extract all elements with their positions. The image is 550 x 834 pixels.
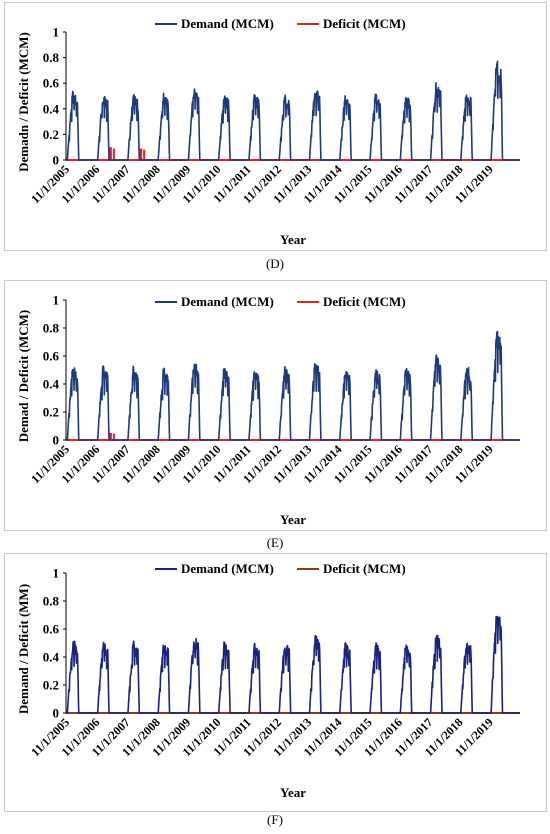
panel-frame xyxy=(4,2,547,251)
demand-line xyxy=(65,330,521,441)
y-tick-label: 0 xyxy=(53,706,60,721)
legend-entry: Demand (MCM) xyxy=(181,561,274,576)
y-tick-label: 0 xyxy=(53,433,60,448)
demand-line xyxy=(65,60,521,161)
series-demand xyxy=(65,57,521,161)
y-tick-label: 1 xyxy=(53,293,60,308)
chart-panel-f: 0 0.2 0.4 0.6 0.8 1 Demand / Deficit (MM) Deman… xyxy=(4,553,547,827)
x-axis-label: Year xyxy=(280,232,306,247)
legend-entry: Demand (MCM) xyxy=(181,294,274,309)
y-tick-label: 1 xyxy=(53,25,60,40)
y-tick-label: 0.8 xyxy=(43,321,60,336)
y-tick-label: 0 xyxy=(53,153,60,168)
legend-entry: Demand (MCM) xyxy=(181,16,274,31)
panel-frame xyxy=(4,553,547,812)
y-tick-label: 0.6 xyxy=(43,76,60,91)
chart-panel-d: 0 0.2 0.4 0.6 0.8 1 Demadn / Deficit (MCM) Dema… xyxy=(4,2,547,271)
y-tick-label: 0.4 xyxy=(43,377,60,392)
series-demand xyxy=(65,327,521,441)
deficit-point xyxy=(112,433,115,440)
y-tick-label: 0.4 xyxy=(43,101,60,116)
y-axis-label: Demad / Deficit (MCM) xyxy=(16,310,31,442)
panel-label: (E) xyxy=(267,535,284,550)
y-tick-label: 0.4 xyxy=(43,650,60,665)
legend-entry: Deficit (MCM) xyxy=(323,16,406,31)
panel-label: (F) xyxy=(267,812,283,827)
panel-frame xyxy=(4,280,547,531)
y-axis-label: Demand / Deficit (MM) xyxy=(16,584,31,714)
demand-line xyxy=(65,615,521,714)
deficit-point xyxy=(108,147,112,160)
x-axis-label: Year xyxy=(280,512,306,527)
y-axis-label: Demadn / Deficit (MCM) xyxy=(16,32,31,172)
deficit-point xyxy=(112,148,115,160)
legend-entry: Deficit (MCM) xyxy=(323,294,406,309)
deficit-point xyxy=(138,148,143,160)
y-tick-label: 0.2 xyxy=(43,405,59,420)
legend-entry: Deficit (MCM) xyxy=(323,561,406,576)
series-demand xyxy=(65,603,521,714)
panel-label: (D) xyxy=(266,256,284,271)
deficit-point xyxy=(108,433,112,440)
y-tick-label: 1 xyxy=(53,566,60,581)
y-tick-label: 0.2 xyxy=(43,127,59,142)
deficit-point xyxy=(143,149,146,160)
y-tick-label: 0.6 xyxy=(43,622,60,637)
chart-panel-e: 0 0.2 0.4 0.6 0.8 1 Demad / Deficit (MCM) Deman… xyxy=(4,280,547,550)
y-tick-label: 0.6 xyxy=(43,349,60,364)
x-axis-label: Year xyxy=(280,785,306,800)
y-tick-label: 0.8 xyxy=(43,50,60,65)
y-tick-label: 0.8 xyxy=(43,594,60,609)
y-tick-label: 0.2 xyxy=(43,678,59,693)
